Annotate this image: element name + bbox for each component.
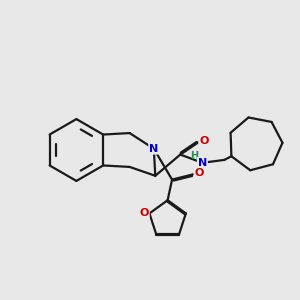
Text: N: N [149, 144, 158, 154]
Text: O: O [194, 168, 204, 178]
Text: H: H [190, 151, 198, 161]
Text: O: O [140, 208, 149, 218]
Text: N: N [198, 158, 207, 168]
Text: O: O [199, 136, 208, 146]
